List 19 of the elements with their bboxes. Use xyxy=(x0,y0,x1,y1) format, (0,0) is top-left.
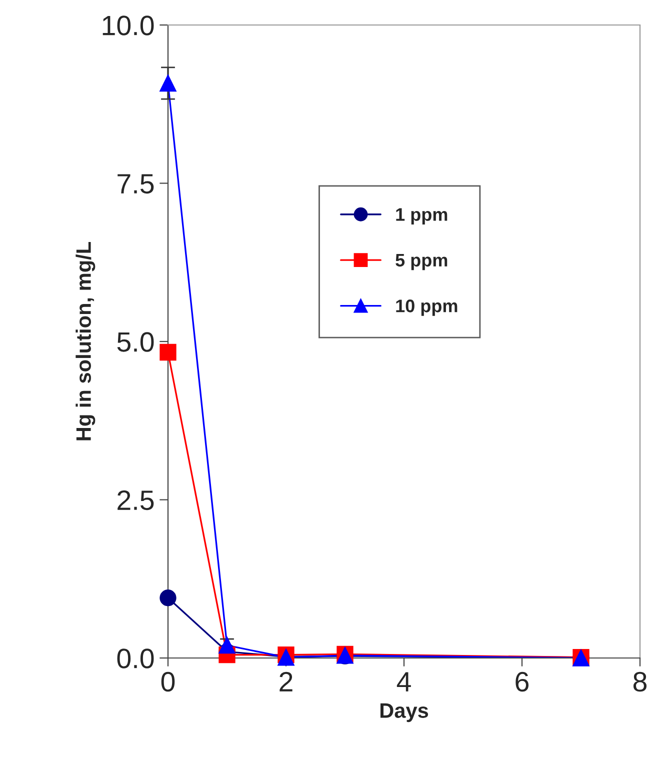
x-tick-label: 4 xyxy=(396,672,411,692)
y-tick-label: 5.0 xyxy=(117,332,154,352)
legend-label: 10 ppm xyxy=(396,300,458,316)
point xyxy=(160,344,176,361)
y-tick-label: 0.0 xyxy=(117,648,154,668)
x-tick-label: 0 xyxy=(161,672,175,692)
x-tick-label: 6 xyxy=(516,672,529,692)
x-tick-label: 8 xyxy=(633,672,647,692)
legend-label: 1 ppm xyxy=(396,208,448,224)
x-axis-title: Days xyxy=(380,703,428,722)
y-axis-title: Hg in solution, mg/L xyxy=(76,242,96,440)
legend-label: 5 ppm xyxy=(396,254,448,270)
point xyxy=(160,590,176,606)
y-tick-label: 7.5 xyxy=(118,174,154,194)
y-tick-label: 10.0 xyxy=(102,16,154,36)
point xyxy=(160,74,176,92)
y-tick-label: 2.5 xyxy=(118,490,154,510)
point xyxy=(218,637,236,654)
x-tick-label: 2 xyxy=(280,672,292,692)
